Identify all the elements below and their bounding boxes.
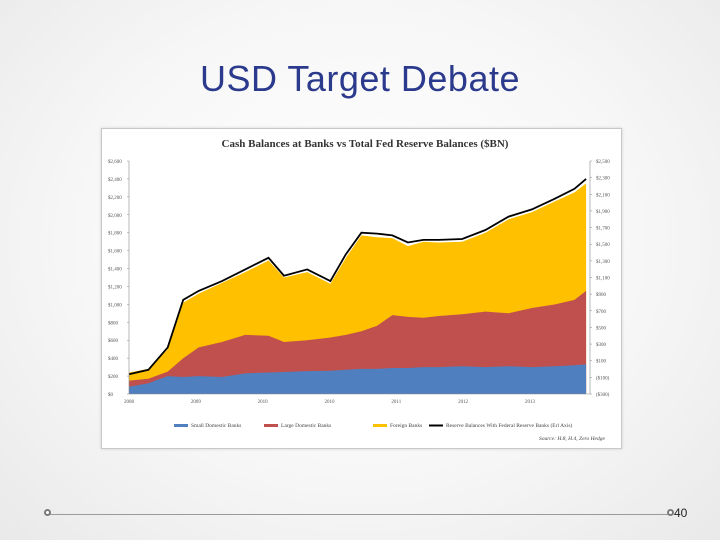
x-tick-label: 2013: [525, 400, 536, 405]
footer-left-dot: [44, 509, 51, 516]
x-tick-label: 2012: [458, 400, 469, 405]
y-right-tick-label: $1,700: [596, 227, 610, 232]
y-left-tick-label: $1,600: [108, 250, 122, 255]
y-left-tick-label: $1,800: [108, 232, 122, 237]
y-right-tick-label: $1,300: [596, 260, 610, 265]
x-tick-label: 2010: [258, 400, 269, 405]
legend-swatch: [264, 424, 278, 427]
x-tick-label: 2011: [391, 400, 401, 405]
y-left-tick-label: $600: [108, 339, 119, 344]
legend-label: Large Domestic Banks: [281, 423, 331, 429]
area-chart: Cash Balances at Banks vs Total Fed Rese…: [108, 138, 610, 442]
y-right-tick-label: $2,100: [596, 193, 610, 198]
y-right-tick-label: $900: [596, 293, 607, 298]
x-tick-label: 2009: [191, 400, 202, 405]
footer-right-dot: [667, 509, 674, 516]
area-small-domestic: [129, 364, 587, 394]
y-left-tick-label: $0: [108, 393, 114, 398]
chart-panel: Cash Balances at Banks vs Total Fed Rese…: [101, 128, 622, 449]
y-right-tick-label: ($100): [596, 376, 610, 381]
y-right-tick-label: $1,100: [596, 277, 610, 282]
legend-label: Foreign Banks: [390, 423, 422, 429]
y-right-tick-label: $500: [596, 326, 607, 331]
area-series-group: [128, 178, 587, 394]
y-right-tick-label: $100: [596, 360, 607, 365]
x-tick-label: 2008: [124, 400, 135, 405]
slide-title: USD Target Debate: [199, 58, 520, 99]
y-left-tick-label: $1,000: [108, 303, 122, 308]
y-left-tick-label: $800: [108, 321, 119, 326]
x-tick-label: 2010: [325, 400, 336, 405]
y-right-tick-label: ($300): [596, 393, 610, 398]
legend: Small Domestic Banks Large Domestic Banks…: [174, 422, 572, 429]
reserve-balance-line: [128, 178, 587, 376]
y-left-tick-label: $2,000: [108, 214, 122, 219]
legend-label: Small Domestic Banks: [191, 423, 241, 429]
axes-group: $0 $200 $400 $600 $800 $1,000 $1,200 $1,400 $1,6…: [108, 160, 610, 405]
chart-source: Source: H.8, H.4, Zero Hedge: [539, 435, 605, 442]
footer-divider: [47, 514, 673, 515]
y-left-tick-label: $1,200: [108, 285, 122, 290]
legend-label: Reserve Balances With Federal Reserve Ba…: [446, 422, 572, 429]
y-right-tick-label: $2,300: [596, 177, 610, 182]
chart-title: Cash Balances at Banks vs Total Fed Rese…: [222, 138, 509, 150]
y-right-tick-label: $2,500: [596, 160, 610, 165]
y-left-tick-label: $400: [108, 357, 119, 362]
y-right-tick-label: $1,900: [596, 210, 610, 215]
y-left-tick-label: $2,600: [108, 160, 122, 165]
y-right-tick-label: $1,500: [596, 243, 610, 248]
page-number: 40: [674, 506, 688, 520]
legend-swatch: [373, 424, 387, 427]
y-right-tick-label: $300: [596, 343, 607, 348]
y-left-tick-label: $1,400: [108, 268, 122, 273]
y-right-tick-label: $700: [596, 310, 607, 315]
y-left-tick-label: $2,200: [108, 196, 122, 201]
legend-swatch: [174, 424, 188, 427]
y-left-tick-label: $2,400: [108, 178, 122, 183]
y-left-tick-label: $200: [108, 375, 119, 380]
